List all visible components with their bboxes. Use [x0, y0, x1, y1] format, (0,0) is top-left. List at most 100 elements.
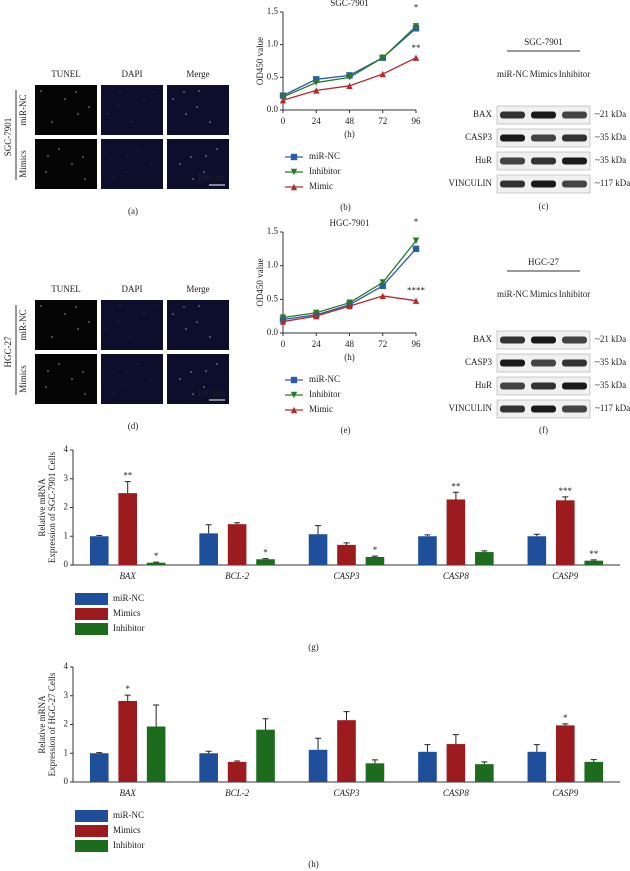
bar: [584, 560, 604, 565]
speckle: [88, 106, 90, 108]
speckle: [196, 321, 198, 323]
speckle: [172, 98, 174, 100]
row-label: Mimics: [18, 365, 28, 393]
size-label: ~35 kDa: [595, 357, 626, 367]
legend-swatch: [75, 593, 108, 605]
speckle: [216, 148, 218, 150]
micrograph: [35, 300, 97, 350]
bar: [146, 562, 166, 565]
x-tick-label: 24: [312, 339, 322, 349]
speckle: [124, 171, 126, 173]
speckle: [154, 306, 156, 308]
marker: [379, 282, 386, 290]
band: [531, 336, 556, 344]
protein-label: VINCULIN: [449, 403, 493, 413]
error-bar: [234, 522, 241, 525]
protein-label: CASP3: [465, 357, 493, 367]
band: [562, 405, 587, 413]
y-tick-label: 4: [64, 661, 69, 671]
marker: [412, 297, 420, 304]
error-bar: [205, 524, 212, 534]
size-label: ~35 kDa: [595, 155, 626, 165]
lane-label: Inhibitor: [559, 289, 591, 299]
significance-label: *: [414, 217, 419, 227]
band: [562, 134, 587, 142]
speckle: [84, 393, 86, 395]
bar: [418, 751, 437, 782]
speckle: [137, 148, 139, 150]
marker: [313, 309, 320, 316]
x-tick-label: CASP8: [443, 788, 469, 798]
bar: [199, 533, 218, 565]
speckle: [77, 328, 79, 330]
band: [562, 336, 587, 344]
error-bar: [124, 481, 131, 494]
bar: [89, 753, 109, 782]
column-header: DAPI: [121, 69, 142, 79]
bar: [308, 534, 328, 565]
speckle: [198, 305, 200, 307]
panel-label: (g): [308, 642, 319, 652]
band: [562, 180, 587, 188]
y-tick-label: 0.5: [267, 293, 279, 303]
marker: [379, 54, 386, 61]
speckle: [190, 371, 192, 373]
bar: [365, 556, 385, 565]
marker: [279, 97, 287, 104]
speckle: [88, 321, 90, 323]
speckle: [209, 121, 211, 123]
speckle: [150, 163, 152, 165]
bar: [475, 552, 494, 565]
speckle: [130, 121, 132, 123]
speckle: [111, 156, 113, 158]
bar: [556, 500, 575, 565]
micrograph: [101, 85, 163, 135]
band: [531, 180, 556, 188]
x-tick-label: 48: [345, 339, 355, 349]
protein-label: CASP3: [465, 132, 493, 142]
speckle: [111, 371, 113, 373]
legend-marker: [290, 153, 298, 161]
speckle: [130, 336, 132, 338]
bar: [337, 544, 356, 565]
error-bar: [452, 734, 459, 745]
legend-label: Inhibitor: [309, 389, 341, 399]
micrograph: [167, 354, 229, 404]
marker: [313, 87, 320, 94]
bar: [446, 499, 466, 565]
significance-label: ****: [407, 286, 426, 296]
speckle: [143, 98, 145, 100]
legend-swatch: [75, 608, 108, 620]
marker: [346, 302, 353, 310]
panel-label: (b): [340, 202, 351, 212]
panel-label: (d): [128, 421, 139, 431]
error-bar: [424, 744, 431, 752]
speckle: [58, 363, 60, 365]
legend-marker: [290, 168, 298, 176]
speckle: [75, 306, 77, 308]
bar: [556, 725, 575, 782]
band: [531, 157, 556, 165]
error-bar: [315, 525, 322, 535]
speckle: [196, 106, 198, 108]
error-bar: [153, 704, 160, 727]
panel-label: (h): [308, 859, 319, 869]
bar: [89, 536, 109, 565]
speckle: [113, 393, 115, 395]
x-tick-label: BCL-2: [225, 571, 250, 581]
error-bar: [590, 759, 597, 762]
speckle: [183, 306, 185, 308]
error-bar: [481, 550, 488, 553]
speckle: [172, 313, 174, 315]
significance-label: **: [412, 43, 422, 53]
y-axis-label: Expression of SGC-7901 Cells: [47, 451, 57, 563]
band: [500, 382, 525, 390]
bar: [418, 536, 437, 565]
band: [531, 359, 556, 367]
x-tick-label: CASP9: [552, 788, 578, 798]
marker: [313, 76, 320, 83]
error-bar: [371, 759, 378, 764]
panel-label: (c): [539, 201, 549, 211]
row-label: miR-NC: [18, 94, 28, 125]
speckle: [192, 393, 194, 395]
